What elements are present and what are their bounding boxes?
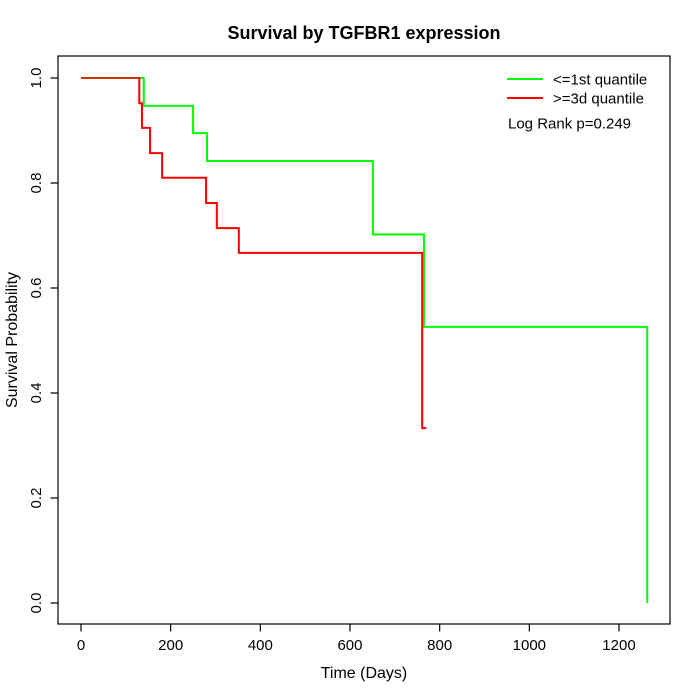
y-tick-label: 0.0 — [28, 593, 45, 614]
survival-curves — [81, 77, 649, 603]
x-tick-label: 800 — [427, 637, 452, 654]
x-tick-label: 400 — [248, 637, 273, 654]
x-axis-ticks: 0 200 400 600 800 1000 1200 — [77, 624, 636, 654]
y-axis-ticks: 0.0 0.2 0.4 0.6 0.8 1.0 — [28, 68, 58, 614]
series-curve-0 — [81, 77, 649, 603]
y-axis-label: Survival Probability — [4, 272, 21, 408]
legend-label-third-quantile: >=3d quantile — [553, 91, 644, 108]
chart-title: Survival by TGFBR1 expression — [227, 23, 500, 43]
y-tick-label: 0.2 — [28, 488, 45, 509]
legend-label-first-quantile: <=1st quantile — [553, 72, 647, 89]
log-rank-annotation: Log Rank p=0.249 — [508, 116, 631, 133]
y-tick-label: 1.0 — [28, 68, 45, 89]
y-tick-label: 0.6 — [28, 278, 45, 299]
x-tick-label: 200 — [158, 637, 183, 654]
x-tick-label: 600 — [337, 637, 362, 654]
y-tick-label: 0.8 — [28, 173, 45, 194]
x-axis-label: Time (Days) — [321, 665, 408, 682]
x-tick-label: 0 — [77, 637, 85, 654]
legend: <=1st quantile >=3d quantile Log Rank p=… — [507, 72, 647, 133]
x-tick-label: 1000 — [513, 637, 546, 654]
y-tick-label: 0.4 — [28, 383, 45, 404]
series-curve-1 — [81, 77, 427, 430]
plot-box — [57, 55, 671, 625]
x-tick-label: 1200 — [602, 637, 635, 654]
